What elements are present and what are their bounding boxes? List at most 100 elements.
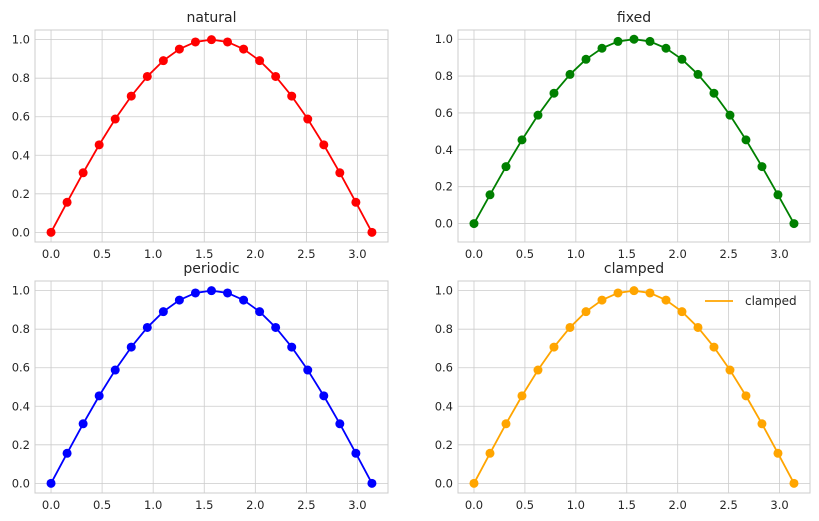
data-point (485, 190, 495, 200)
axes-frame (457, 280, 811, 494)
y-tick-label: 0.6 (435, 361, 453, 375)
data-point (126, 342, 136, 352)
x-tick-label: 0.0 (465, 498, 483, 512)
data-point (367, 227, 377, 237)
plot-area (35, 30, 388, 242)
y-tick-label: 0.0 (12, 225, 30, 239)
data-point (629, 286, 639, 296)
data-point (158, 307, 168, 317)
data-point (789, 219, 799, 229)
data-point (94, 391, 104, 401)
data-point (239, 295, 249, 305)
data-point (613, 36, 623, 46)
data-point (645, 288, 655, 298)
plot-area (35, 281, 388, 493)
data-point (693, 322, 703, 332)
axes-frame (457, 29, 811, 243)
data-point (190, 37, 200, 47)
data-point (661, 295, 671, 305)
data-point (789, 478, 799, 488)
data-point (110, 365, 120, 375)
y-tick-label: 0.8 (12, 71, 30, 85)
data-point (725, 365, 735, 375)
subplot-title: clamped (604, 261, 664, 277)
y-tick-label: 0.4 (12, 399, 30, 413)
y-tick-label: 0.0 (435, 476, 453, 490)
x-tick-label: 3.0 (770, 498, 788, 512)
y-tick-label: 0.2 (12, 187, 30, 201)
x-tick-label: 1.0 (144, 498, 162, 512)
x-tick-label: 0.5 (516, 498, 534, 512)
x-tick-label: 2.0 (669, 247, 687, 261)
x-tick-label: 0.5 (516, 247, 534, 261)
legend-label: clamped (745, 294, 797, 308)
data-point (255, 56, 265, 66)
subplot-clamped: 0.0 0.5 1.0 1.5 2.0 2.5 3.0 0.0 0.2 0.4 0.6 0.8 1.0 c… (435, 261, 811, 512)
y-tick-label: 0.4 (12, 148, 30, 162)
data-point (677, 54, 687, 64)
data-point (351, 197, 361, 207)
y-tick-label: 1.0 (435, 284, 453, 298)
x-tick-label: 1.5 (195, 247, 213, 261)
y-tick-label: 0.2 (12, 438, 30, 452)
data-point (517, 391, 527, 401)
data-point (94, 140, 104, 150)
x-tick-label: 1.0 (567, 247, 585, 261)
subplot-fixed: 0.0 0.5 1.0 1.5 2.0 2.5 3.0 0.0 0.2 0.4 0.6 0.8 1.0 f… (435, 10, 811, 261)
data-point (581, 307, 591, 317)
data-point (174, 295, 184, 305)
data-point (223, 37, 233, 47)
data-point (661, 43, 671, 53)
data-point (287, 91, 297, 101)
y-tick-label: 0.0 (12, 476, 30, 490)
y-tick-label: 0.0 (435, 217, 453, 231)
x-tick-label: 1.5 (618, 498, 636, 512)
data-point (773, 448, 783, 458)
subplot-periodic: 0.0 0.5 1.0 1.5 2.0 2.5 3.0 0.0 0.2 0.4 0.6 0.8 1.0 p… (12, 261, 389, 512)
data-point (271, 322, 281, 332)
data-point (741, 135, 751, 145)
y-tick-label: 0.6 (12, 361, 30, 375)
x-tick-label: 2.0 (246, 498, 264, 512)
data-point (501, 419, 511, 429)
y-tick-label: 1.0 (435, 32, 453, 46)
y-tick-label: 0.6 (12, 110, 30, 124)
data-point (469, 219, 479, 229)
x-tick-label: 1.0 (144, 247, 162, 261)
data-point (645, 36, 655, 46)
data-point (126, 91, 136, 101)
data-point (46, 227, 56, 237)
data-point (239, 44, 249, 54)
data-point (158, 56, 168, 66)
x-tick-label: 2.5 (719, 247, 737, 261)
data-point (335, 168, 345, 178)
data-point (287, 342, 297, 352)
data-point (693, 69, 703, 79)
x-tick-label: 0.0 (42, 247, 60, 261)
data-point (190, 288, 200, 298)
y-tick-label: 1.0 (12, 284, 30, 298)
data-point (62, 197, 72, 207)
data-point (142, 322, 152, 332)
data-point (78, 168, 88, 178)
x-tick-label: 1.0 (567, 498, 585, 512)
y-tick-label: 0.2 (435, 438, 453, 452)
data-point (303, 114, 313, 124)
data-point (78, 419, 88, 429)
x-tick-label: 3.0 (348, 247, 366, 261)
data-point (709, 342, 719, 352)
data-point (223, 288, 233, 298)
x-tick-label: 0.0 (42, 498, 60, 512)
x-tick-label: 2.0 (246, 247, 264, 261)
data-point (62, 448, 72, 458)
data-point (206, 35, 216, 45)
x-tick-label: 2.5 (719, 498, 737, 512)
data-point (757, 162, 767, 172)
y-tick-label: 0.8 (12, 322, 30, 336)
data-point (501, 162, 511, 172)
data-point (677, 307, 687, 317)
data-point (725, 110, 735, 120)
data-point (303, 365, 313, 375)
y-tick-label: 0.8 (435, 322, 453, 336)
x-tick-label: 1.5 (195, 498, 213, 512)
